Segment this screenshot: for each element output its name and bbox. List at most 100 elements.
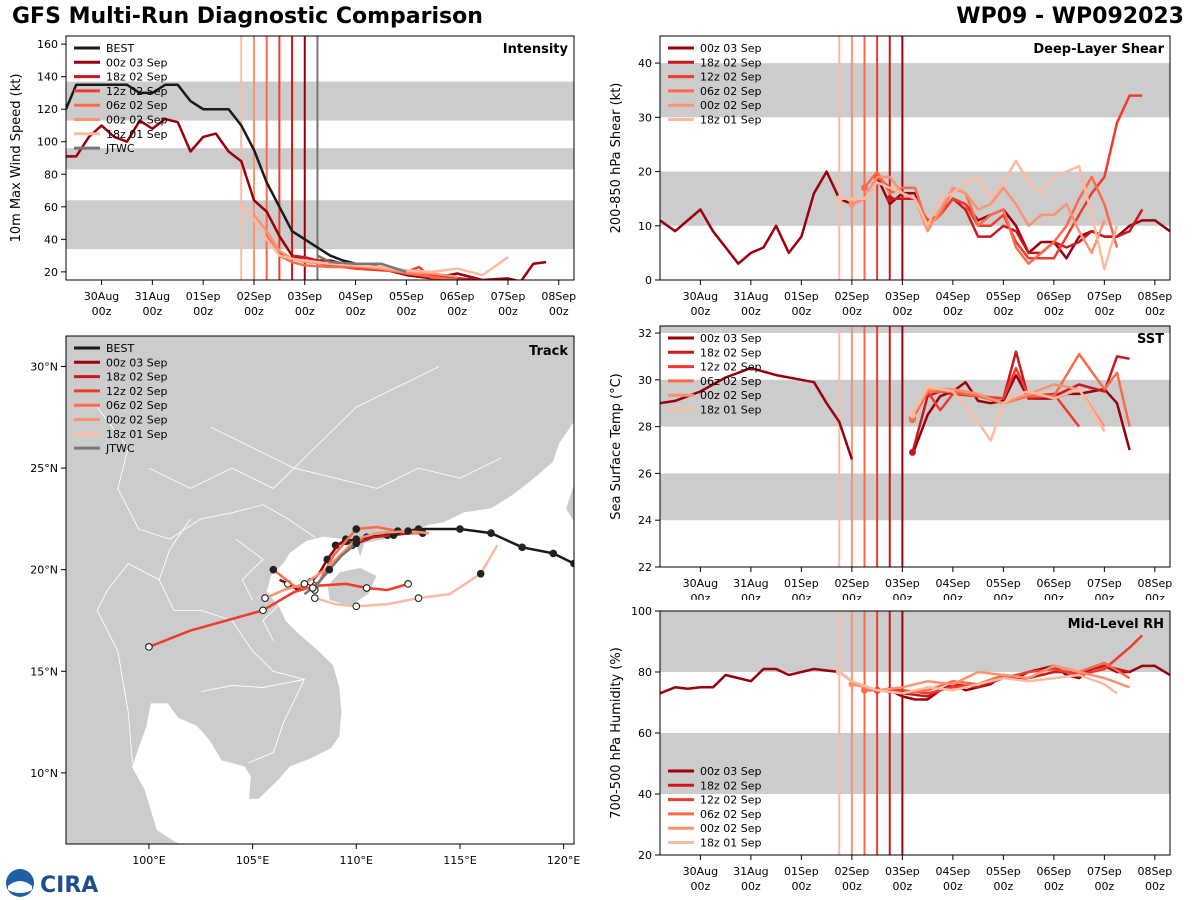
storm-id: WP09 - WP092023: [956, 4, 1184, 29]
legend-label-run_18z01: 18z 01 Sep: [106, 128, 168, 141]
lat-tick-label: 30°N: [30, 360, 58, 373]
threshold-band: [66, 81, 574, 121]
series-start-point-run_00z02: [848, 200, 856, 208]
plot-area: [660, 326, 1170, 567]
track-line-run_18z01: [314, 544, 499, 608]
series-line-jtwc: [316, 254, 407, 274]
legend-label-run_18z01: 18z 01 Sep: [700, 404, 762, 417]
y-tick-label: 20: [638, 166, 652, 179]
legend-label-run_00z03: 00z 03 Sep: [106, 356, 168, 369]
plot-area: [660, 36, 1170, 280]
track-point-run_18z01: [310, 594, 319, 602]
legend-label-run_18z02: 18z 02 Sep: [700, 779, 762, 792]
x-tick-label-day: 31Aug: [135, 290, 170, 303]
track-point-run_12z02: [259, 606, 267, 615]
legend-label-run_00z02: 00z 02 Sep: [106, 414, 168, 427]
legend-label-run_00z03: 00z 03 Sep: [700, 332, 762, 345]
x-tick-label-day: 08Sep: [1137, 290, 1172, 303]
plot-frame: [659, 325, 1171, 568]
legend-label-run_06z02: 06z 02 Sep: [106, 99, 168, 112]
y-tick-label: 20: [44, 266, 58, 279]
threshold-band: [660, 611, 1170, 672]
legend-label-run_00z03: 00z 03 Sep: [700, 765, 762, 778]
legend-label-run_12z02: 12z 02 Sep: [700, 361, 762, 374]
y-tick-label: 60: [638, 727, 652, 740]
y-tick-label: 30: [638, 374, 652, 387]
track-point-run_18z01: [414, 594, 423, 602]
x-tick-label-day: 01Sep: [784, 290, 819, 303]
x-tick-label-hour: 00z: [892, 592, 912, 600]
series-line-run_06z02: [265, 235, 458, 280]
x-tick-label-day: 08Sep: [1137, 577, 1172, 590]
series-line-run_18z01: [240, 202, 509, 277]
lon-tick-label: 100°E: [132, 854, 165, 865]
track-point-run_06z02: [352, 525, 361, 533]
x-tick-label-day: 07Sep: [491, 290, 526, 303]
x-tick-label-hour: 00z: [993, 592, 1013, 600]
x-tick-label-day: 06Sep: [440, 290, 475, 303]
admin-border: [96, 563, 160, 763]
x-tick-label-hour: 00z: [741, 880, 761, 893]
legend-label-best: BEST: [106, 342, 134, 355]
y-tick-label: 10: [638, 220, 652, 233]
x-tick-label-day: 02Sep: [835, 577, 870, 590]
threshold-band: [660, 473, 1170, 521]
legend-label-run_18z01: 18z 01 Sep: [106, 428, 168, 441]
series-line-run_18z01: [839, 159, 1119, 271]
map-area: [66, 336, 574, 844]
x-tick-label-hour: 00z: [791, 592, 811, 600]
legend-label-run_06z02: 06z 02 Sep: [106, 399, 168, 412]
legend-label-run_18z02: 18z 02 Sep: [700, 346, 762, 359]
legend-label-jtwc: JTWC: [105, 142, 135, 155]
track-point-jtwc: [352, 539, 361, 548]
x-tick-label-day: 05Sep: [986, 577, 1021, 590]
x-tick-label-day: 06Sep: [1036, 290, 1071, 303]
x-tick-label-day: 06Sep: [1036, 865, 1071, 878]
track-point-run_00z02: [261, 594, 269, 602]
track-point-best: [456, 525, 464, 533]
y-tick-label: 100: [37, 136, 58, 149]
lat-tick-label: 15°N: [30, 665, 58, 678]
panel-title: Mid-Level RH: [1068, 617, 1164, 632]
y-tick-label: 40: [44, 233, 58, 246]
y-tick-label: 120: [37, 103, 58, 116]
x-tick-label-day: 05Sep: [389, 290, 424, 303]
plot-frame: [65, 35, 575, 281]
legend-label-run_18z01: 18z 01 Sep: [700, 114, 762, 127]
x-tick-label-hour: 00z: [244, 305, 264, 318]
legend-label-run_00z02: 00z 02 Sep: [700, 99, 762, 112]
land-taiwan: [565, 481, 574, 524]
x-tick-label-hour: 00z: [1145, 880, 1165, 893]
x-tick-label-hour: 00z: [346, 305, 366, 318]
admin-border: [148, 366, 440, 489]
legend-label-run_00z02: 00z 02 Sep: [106, 114, 168, 127]
track-point-run_12z02: [362, 584, 371, 592]
land-mainland: [66, 336, 574, 844]
x-tick-label-hour: 00z: [1044, 880, 1064, 893]
x-tick-label-hour: 00z: [1145, 305, 1165, 318]
y-axis-label: Sea Surface Temp (°C): [609, 373, 624, 520]
x-tick-label-day: 03Sep: [885, 865, 920, 878]
x-tick-label-day: 03Sep: [885, 577, 920, 590]
y-tick-label: 160: [37, 38, 58, 51]
legend-label-run_12z02: 12z 02 Sep: [700, 794, 762, 807]
y-tick-label: 20: [638, 849, 652, 862]
lat-tick-label: 10°N: [30, 767, 58, 780]
x-tick-label-day: 03Sep: [885, 290, 920, 303]
x-tick-label-hour: 00z: [1044, 305, 1064, 318]
series-line-run_00z02: [851, 664, 1131, 692]
y-tick-label: 80: [638, 666, 652, 679]
y-tick-label: 28: [638, 421, 652, 434]
plot-area: [66, 36, 574, 280]
x-tick-label-day: 04Sep: [936, 290, 971, 303]
logo-text: CIRA: [40, 873, 98, 898]
y-tick-label: 0: [645, 274, 652, 287]
x-tick-label-hour: 00z: [1044, 592, 1064, 600]
legend-label-best: BEST: [106, 42, 134, 55]
x-tick-label-hour: 00z: [943, 592, 963, 600]
legend-label-run_00z03: 00z 03 Sep: [106, 56, 168, 69]
x-tick-label-hour: 00z: [993, 305, 1013, 318]
x-tick-label-day: 30Aug: [683, 865, 718, 878]
x-tick-label-hour: 00z: [691, 592, 711, 600]
x-tick-label-day: 31Aug: [733, 290, 768, 303]
